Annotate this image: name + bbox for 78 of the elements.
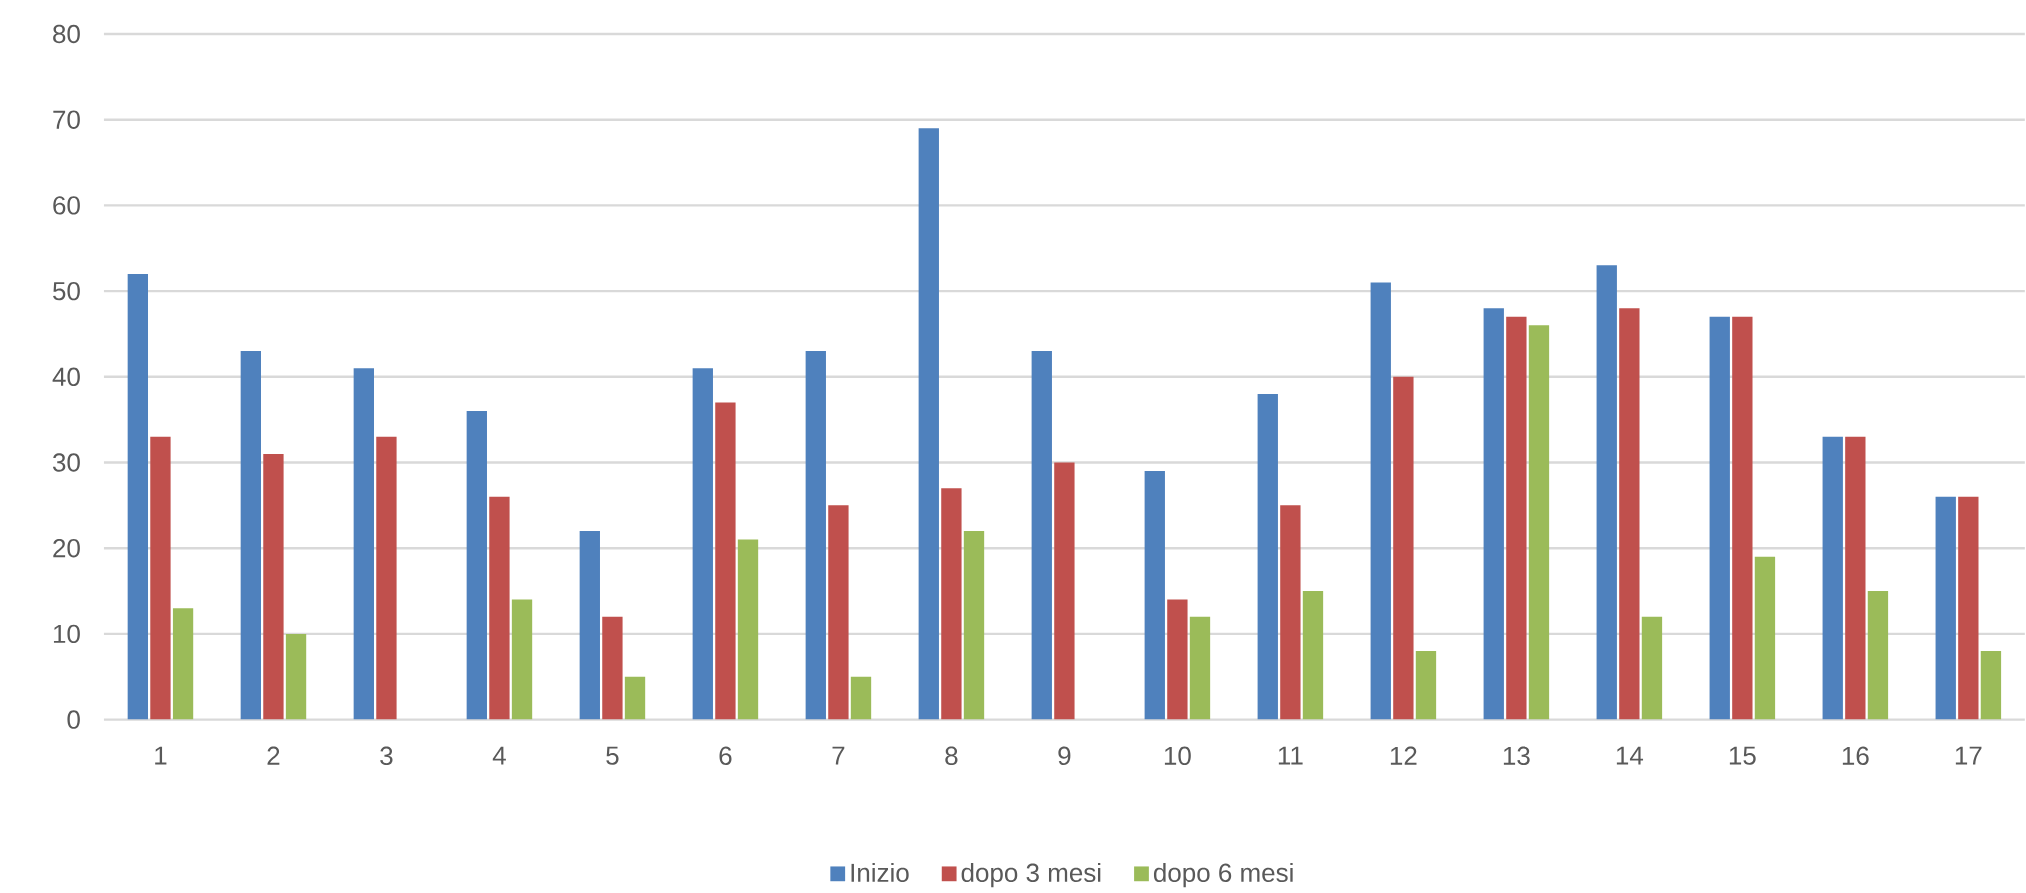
y-tick-label: 20 [53,539,80,558]
bar [1415,651,1437,720]
bar [511,599,533,720]
bar [1257,394,1278,720]
bar [1483,308,1504,720]
bar [285,634,307,720]
x-tick-label: 5 [606,746,619,765]
bar [1054,462,1075,720]
bar [489,496,510,720]
y-tick-label: 40 [52,367,80,387]
x-tick-label: 13 [1503,746,1530,766]
x-tick-label: 11 [1278,746,1303,765]
bar [353,368,374,720]
bar [240,351,261,720]
bar [1393,376,1414,720]
bar [1867,591,1889,720]
bar [1935,496,1956,720]
bar [1528,325,1550,720]
bar [737,539,759,720]
y-tick-label: 60 [53,196,80,215]
bar [579,531,600,720]
x-tick-label: 14 [1616,746,1644,765]
bar [941,488,962,720]
bar [850,676,872,720]
x-tick-label: 1 [155,746,167,765]
y-tick-label: 70 [53,110,80,130]
y-tick-label: 80 [53,24,80,44]
x-tick-label: 15 [1729,746,1756,765]
bar [1980,651,2002,720]
y-tick-label: 30 [52,453,80,472]
bar [1189,616,1211,720]
x-tick-label: 2 [267,746,280,765]
x-tick-label: 8 [945,746,958,766]
bar [1031,351,1052,720]
x-tick-label: 17 [1955,746,1982,765]
bar [1619,308,1640,720]
x-tick-label: 16 [1842,746,1869,766]
bar [1822,436,1843,720]
bar [1845,436,1866,720]
bar [1506,316,1527,720]
bar [1732,316,1753,720]
legend-label: Inizio [851,863,909,883]
x-tick-label: 4 [492,746,506,765]
bar [1167,599,1188,720]
bar [466,411,487,720]
bar [172,608,194,720]
bar [1302,591,1324,720]
bar [918,128,939,720]
x-tick-label: 9 [1058,746,1071,766]
bar [1641,616,1663,720]
x-tick-label: 7 [832,746,845,765]
bar [127,274,149,720]
bar [1280,505,1301,720]
bar [828,505,849,720]
y-tick-label: 0 [67,710,80,729]
bar [715,402,736,720]
x-tick-label: 3 [380,746,393,766]
bar [263,454,284,720]
bar [376,436,397,720]
y-tick-label: 50 [53,282,80,301]
x-tick-label: 6 [719,746,732,766]
bar [1754,556,1776,720]
bar [1958,496,1979,720]
y-tick-label: 10 [53,624,80,644]
bar [624,676,646,720]
bar [1144,471,1165,720]
bar [150,436,171,720]
bar [963,531,985,720]
x-tick-label: 12 [1390,746,1417,765]
legend-label: dopo 6 mesi [1153,863,1293,888]
legend-label: dopo 3 mesi [961,863,1101,888]
bar [805,351,826,720]
bar [602,616,623,720]
bar [692,368,713,720]
x-tick-label: 10 [1164,746,1191,766]
bar [1709,316,1730,720]
bar [1596,265,1617,720]
bar [1370,282,1391,720]
